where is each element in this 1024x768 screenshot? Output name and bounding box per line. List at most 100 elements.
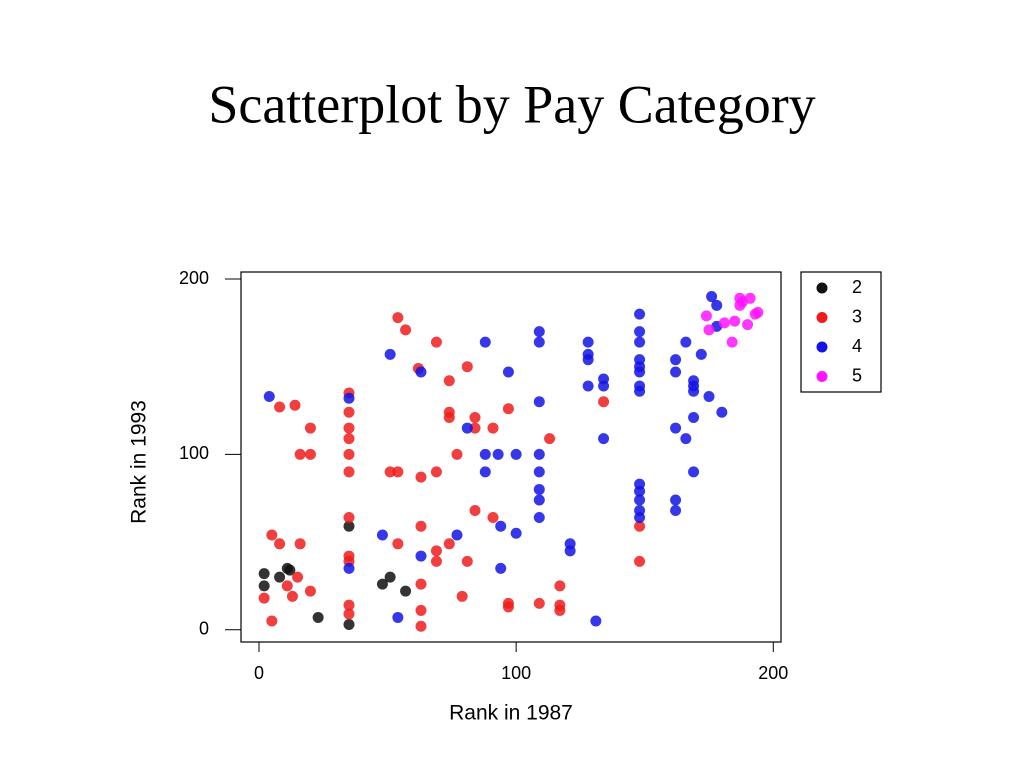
point (430, 555, 442, 567)
legend-label: 3 (852, 306, 862, 326)
point (343, 520, 355, 532)
point (533, 494, 545, 506)
point (304, 448, 316, 460)
point (590, 615, 602, 627)
point (384, 348, 396, 360)
point (343, 433, 355, 445)
point (392, 466, 404, 478)
point (415, 620, 427, 632)
point (274, 538, 286, 550)
point (284, 564, 296, 576)
x-tick-label: 0 (254, 663, 264, 683)
point (469, 504, 481, 516)
point (564, 545, 576, 557)
point (634, 511, 646, 523)
point (670, 494, 682, 506)
point (634, 308, 646, 320)
point (502, 403, 514, 415)
point (582, 380, 594, 392)
legend-marker (816, 341, 828, 353)
point (451, 448, 463, 460)
point (294, 538, 306, 550)
point (343, 608, 355, 620)
point (670, 422, 682, 434)
legend-box (800, 271, 882, 393)
point (343, 562, 355, 574)
point (742, 319, 754, 331)
point (703, 391, 715, 403)
point (729, 315, 741, 327)
point (502, 366, 514, 378)
legend-label: 5 (852, 365, 862, 385)
chart-title: Scatterplot by Pay Category (208, 74, 815, 134)
point (634, 366, 646, 378)
point (533, 326, 545, 338)
point (688, 412, 700, 424)
point (533, 396, 545, 408)
point (533, 466, 545, 478)
point (479, 336, 491, 348)
point (533, 511, 545, 523)
y-tick-label: 200 (179, 268, 209, 288)
point (582, 354, 594, 366)
legend-marker (816, 371, 828, 382)
point (510, 527, 522, 539)
x-axis-label: Rank in 1987 (449, 702, 573, 725)
point (456, 590, 468, 602)
point (670, 366, 682, 378)
point (258, 580, 270, 592)
point (266, 529, 278, 541)
point (533, 597, 545, 609)
point (487, 422, 499, 434)
point (598, 380, 610, 392)
legend-marker (816, 282, 828, 294)
point (415, 520, 427, 532)
point (343, 511, 355, 523)
point (258, 568, 270, 580)
legend-label: 4 (852, 336, 862, 356)
point (443, 538, 455, 550)
point (400, 324, 412, 336)
point (544, 433, 556, 445)
point (392, 611, 404, 623)
point (469, 412, 481, 424)
point (415, 471, 427, 483)
point (451, 529, 463, 541)
point (312, 611, 324, 623)
point (680, 336, 692, 348)
point (289, 399, 301, 411)
legend-marker (816, 312, 828, 323)
point (479, 466, 491, 478)
point (703, 324, 715, 336)
y-axis-label: Rank in 1993 (128, 400, 151, 524)
point (502, 601, 514, 613)
point (711, 299, 723, 311)
point (274, 571, 286, 583)
point (415, 550, 427, 562)
point (400, 585, 412, 597)
point (634, 336, 646, 348)
point (392, 538, 404, 550)
point (716, 406, 728, 418)
point (533, 483, 545, 495)
point (634, 326, 646, 338)
point (343, 392, 355, 404)
point (744, 292, 756, 304)
point (343, 448, 355, 460)
point (343, 599, 355, 611)
point (533, 336, 545, 348)
point (461, 422, 473, 434)
x-tick-label: 100 (501, 663, 531, 683)
x-tick-label: 200 (758, 663, 788, 683)
point (461, 361, 473, 373)
point (392, 312, 404, 324)
point (634, 520, 646, 532)
point (688, 385, 700, 397)
point (266, 615, 278, 627)
point (263, 391, 275, 403)
point (469, 422, 481, 434)
point (554, 604, 566, 616)
point (281, 580, 293, 592)
point (376, 578, 388, 590)
point (634, 494, 646, 506)
